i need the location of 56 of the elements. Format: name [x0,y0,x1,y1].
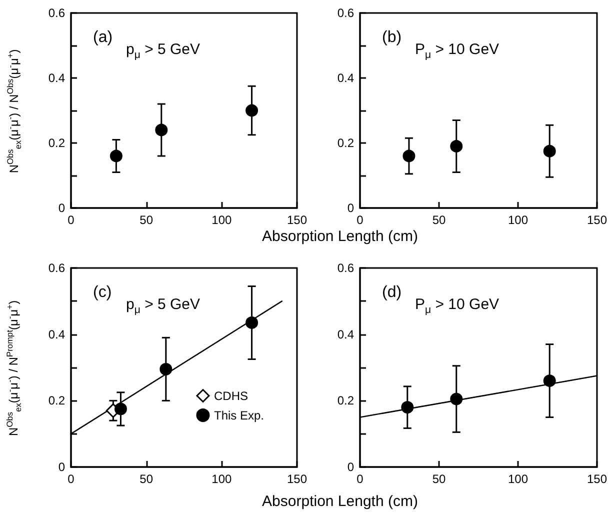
x-tick-label: 50 [432,213,446,227]
x-tick-label: 50 [140,472,154,486]
legend-label: CDHS [214,388,248,403]
point [543,374,556,388]
point [402,150,416,162]
annotation: (a) [93,29,113,47]
x-tick-label: 150 [286,213,308,227]
point [155,124,168,136]
point [110,150,122,162]
y-tick-label: 0.6 [48,261,66,275]
y-tick-label: 0.4 [337,71,354,85]
y-tick-label: 0.6 [48,6,66,20]
annotation: (b) [382,29,402,47]
point [246,104,258,117]
y-tick-label: 0 [58,201,66,215]
point [401,401,414,414]
point [114,402,127,416]
y-tick-label: 0.2 [48,394,66,408]
y-tick-label: 0.2 [337,394,354,408]
x-tick-label: 100 [212,472,232,486]
y-tick-label: 0.2 [337,136,354,150]
y-tick-label: 0.6 [337,261,354,275]
y-tick-label: 0 [58,460,66,474]
y-tick-label: 0 [347,460,354,474]
x-tick-label: 50 [140,213,154,227]
x-axis-title: Absorption Length (cm) [262,493,418,510]
x-tick-label: 50 [432,472,446,486]
x-tick-label: 150 [586,472,608,486]
y-tick-label: 0.2 [48,136,66,150]
x-axis-title: Absorption Length (cm) [262,228,418,245]
y-tick-label: 0.6 [337,6,354,20]
y-tick-label: 0.4 [48,71,66,85]
y-tick-label: 0 [347,201,354,215]
annotation: (d) [382,284,402,302]
x-tick-label: 150 [586,213,608,227]
x-tick-label: 0 [68,472,75,486]
y-tick-label: 0.4 [337,327,354,342]
point [543,144,556,158]
annotation: p$_{μ}$ > 5 GeV [126,41,200,61]
point [160,362,172,376]
x-tick-label: 0 [356,213,364,227]
point [450,140,463,152]
annotation: P$_{μ}$ > 10 GeV [415,296,500,316]
point [450,392,463,406]
point [246,316,258,329]
x-tick-label: 100 [508,213,528,227]
x-tick-label: 0 [356,472,364,486]
x-tick-label: 150 [286,472,308,486]
annotation: P$_{μ}$ > 10 GeV [415,41,500,61]
annotation: p$_{μ}$ > 5 GeV [126,296,200,316]
x-tick-label: 0 [68,213,75,227]
annotation: (c) [93,284,112,302]
x-tick-label: 100 [508,472,528,486]
x-tick-label: 100 [212,213,232,227]
legend-label: This Exp. [214,408,264,422]
y-tick-label: 0.4 [48,327,66,342]
